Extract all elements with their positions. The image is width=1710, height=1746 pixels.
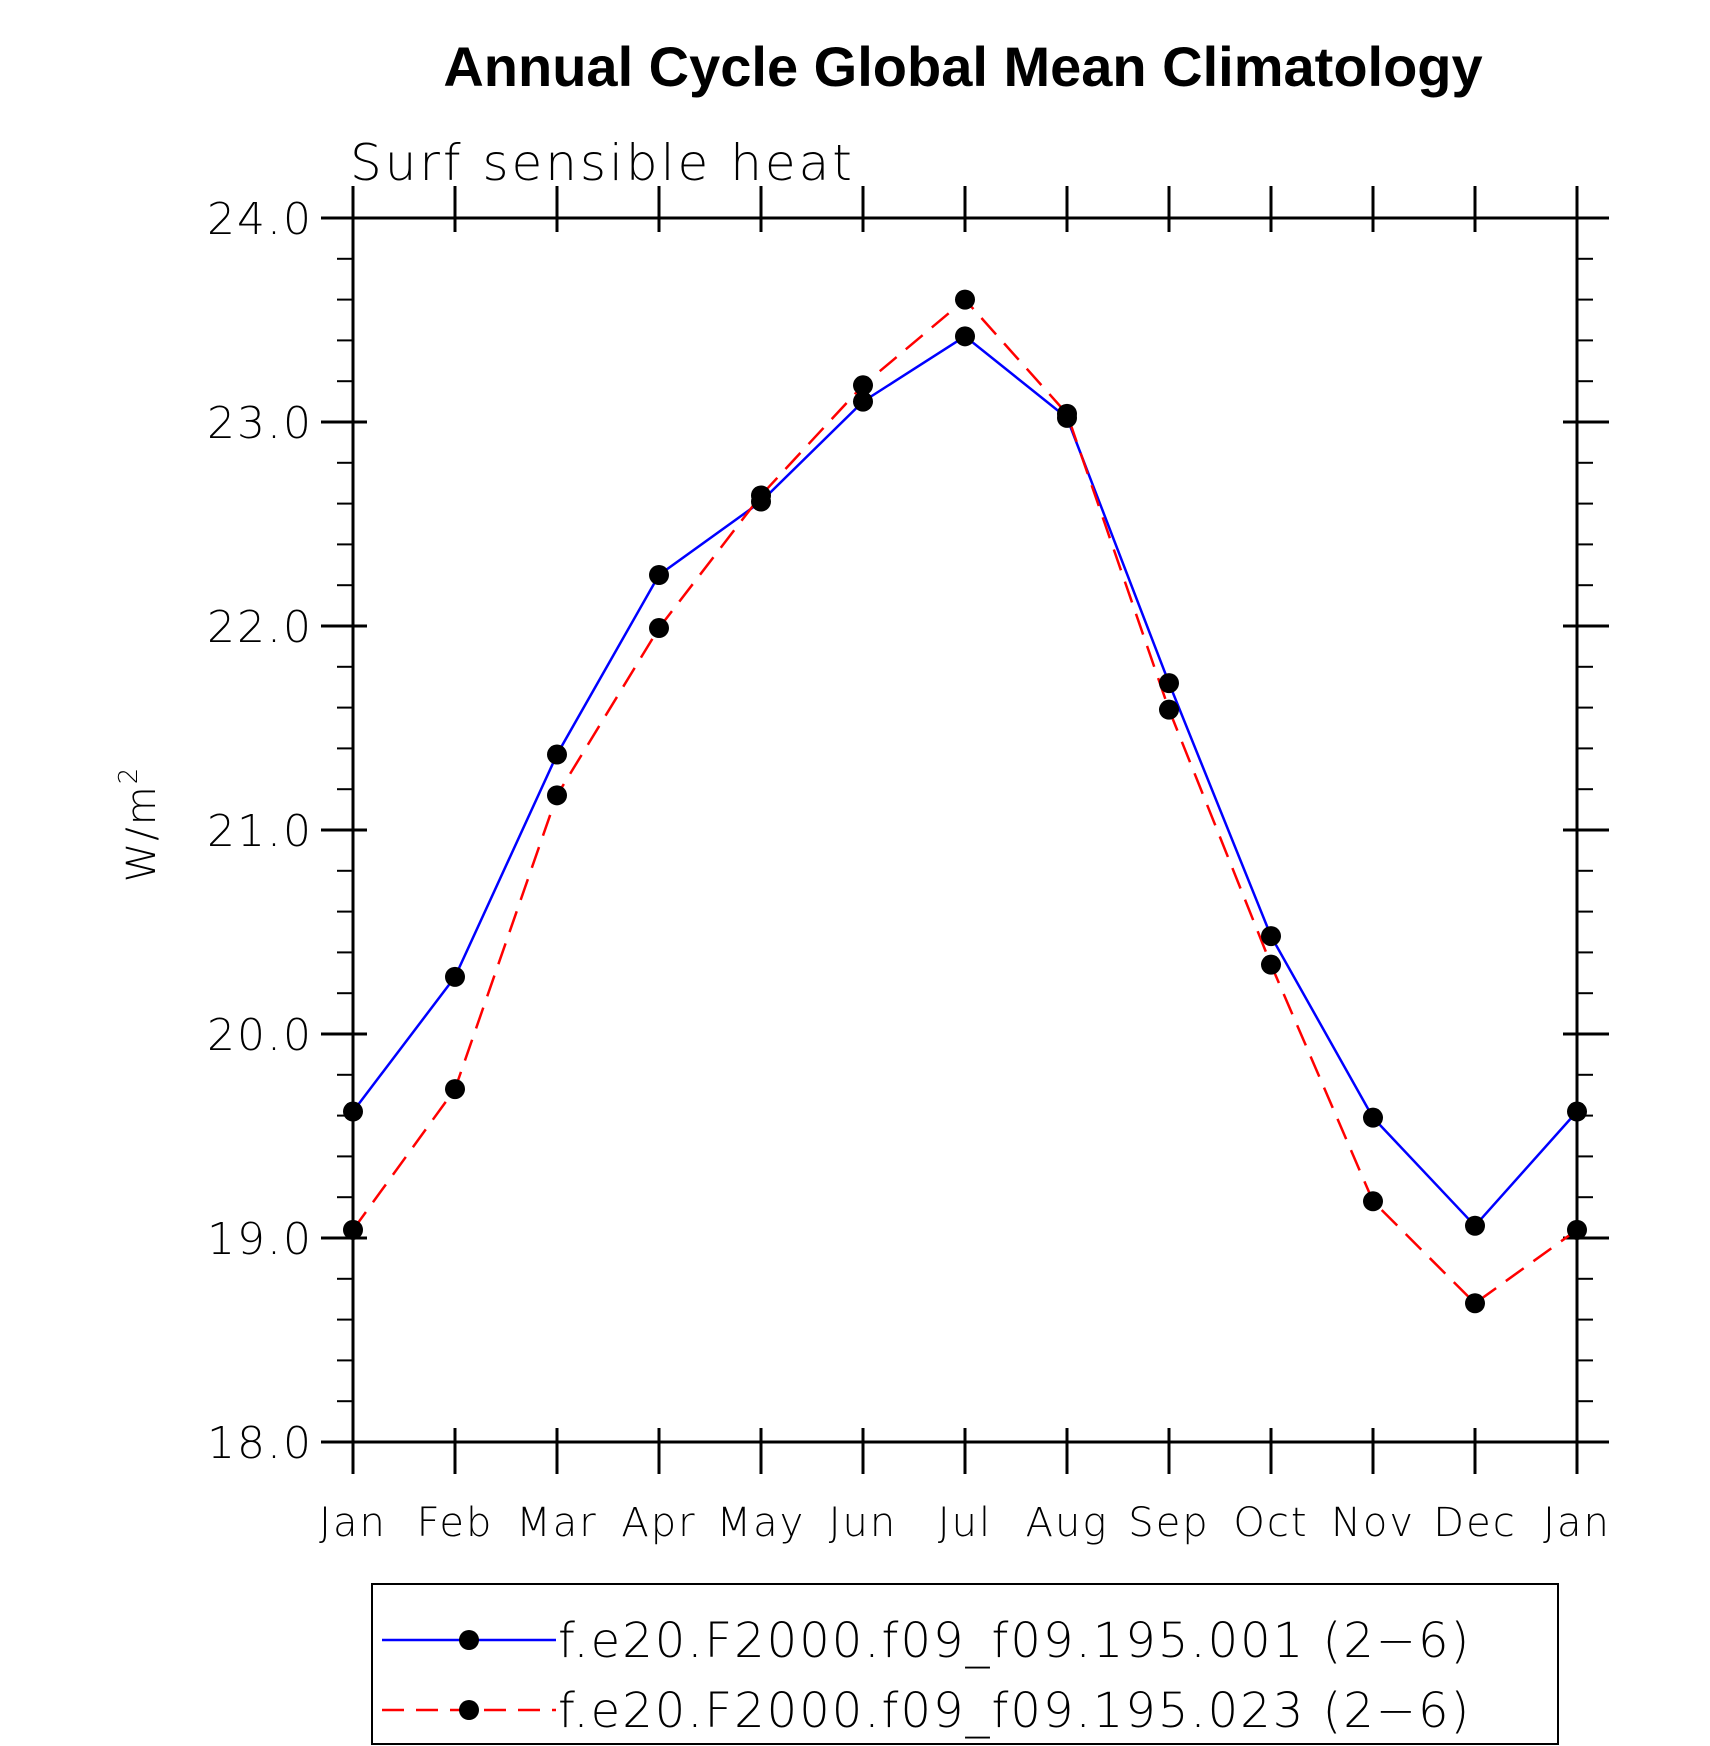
series-line-1 [352, 334, 1578, 1228]
series-2-point [955, 289, 975, 310]
series-1-point [1465, 1215, 1485, 1236]
series-1-point [1567, 1101, 1587, 1122]
y-tick-label: 22.0 [207, 602, 313, 653]
x-tick-label: Nov [1331, 1500, 1415, 1546]
legend-marker-1 [459, 1630, 479, 1650]
y-tick-label: 23.0 [207, 398, 313, 449]
y-tick-label: 20.0 [207, 1010, 313, 1061]
series-2-point [547, 785, 567, 806]
series-2-point [1261, 954, 1281, 975]
y-tick-label: 21.0 [207, 806, 313, 857]
legend: f.e20.F2000.f09_f09.195.001 (2−6) f.e20.F… [371, 1583, 1559, 1745]
y-tick-label: 24.0 [207, 194, 313, 245]
series-2-point [1363, 1191, 1383, 1212]
x-tick-label: Mar [516, 1500, 597, 1546]
svg-text:W/m2: W/m2 [114, 766, 165, 883]
x-tick-label: Apr [621, 1500, 696, 1546]
x-tick-label: Jun [829, 1500, 898, 1546]
x-tick-label: Dec [1433, 1500, 1516, 1546]
series-2-point [1057, 403, 1077, 424]
x-tick-label: May [717, 1500, 806, 1546]
series-1-point [343, 1101, 363, 1122]
x-tick-label: Jul [938, 1500, 992, 1546]
axis-ticks [321, 186, 1609, 1474]
x-tick-label: Aug [1026, 1500, 1109, 1546]
legend-label-1: f.e20.F2000.f09_f09.195.001 (2−6) [558, 1613, 1471, 1669]
series-1-point [1261, 926, 1281, 947]
y-tick-labels: 18.0 19.0 20.0 21.0 22.0 23.0 24.0 [207, 194, 313, 1469]
x-tick-label: Sep [1128, 1500, 1209, 1546]
series-1-point [445, 966, 465, 987]
y-axis-label-superscript: 2 [114, 766, 144, 785]
series-2-point [1465, 1293, 1485, 1314]
y-tick-label: 18.0 [207, 1418, 313, 1469]
series-2-point [751, 485, 771, 506]
chart-subtitle: Surf sensible heat [350, 134, 855, 192]
series-1-point [853, 391, 873, 412]
series-group [343, 289, 1587, 1314]
legend-label-2: f.e20.F2000.f09_f09.195.023 (2−6) [558, 1683, 1471, 1739]
series-1-point [1363, 1107, 1383, 1128]
legend-box [371, 1583, 1559, 1745]
x-tick-label: Feb [417, 1500, 494, 1546]
plot-frame [351, 216, 1579, 1444]
x-tick-label: Jan [1543, 1500, 1611, 1546]
series-2-point [853, 375, 873, 396]
series-2-point [1159, 699, 1179, 720]
series-1-point [1159, 673, 1179, 694]
y-axis-label-text: W/m [119, 784, 165, 882]
series-1-point [649, 565, 669, 585]
chart-title: Annual Cycle Global Mean Climatology [443, 35, 1482, 98]
x-tick-label: Oct [1233, 1500, 1308, 1546]
y-axis-label: W/m2 [114, 766, 165, 883]
series-2-point [649, 618, 669, 639]
series-1-point [955, 326, 975, 347]
series-1-point [547, 744, 567, 765]
series-2-point [1567, 1219, 1587, 1240]
series-2-point [343, 1219, 363, 1240]
legend-marker-2 [459, 1700, 479, 1720]
y-tick-label: 19.0 [207, 1214, 313, 1265]
series-2-point [445, 1079, 465, 1100]
x-tick-labels: Jan Feb Mar Apr May Jun Jul Aug Sep Oct Nov Dec Jan [319, 1500, 1611, 1546]
x-tick-label: Jan [319, 1500, 387, 1546]
